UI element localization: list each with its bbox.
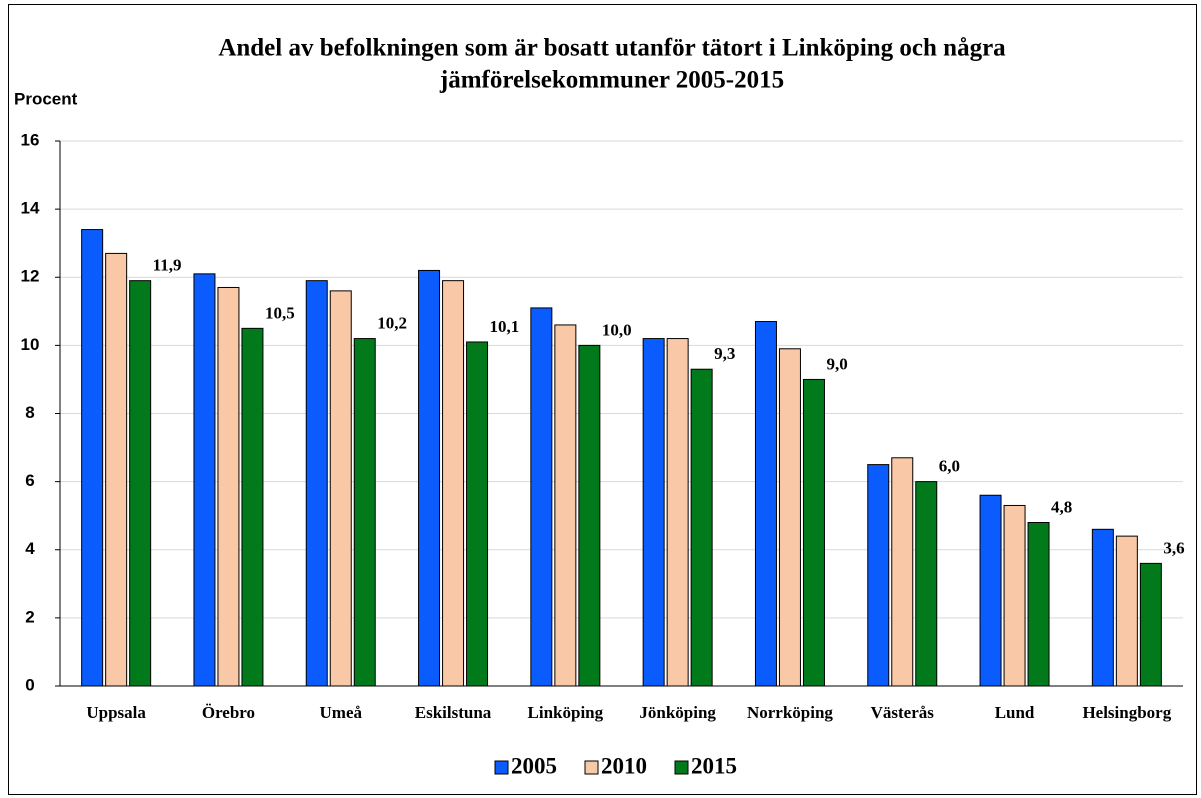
bar	[891, 457, 914, 687]
data-label: 10,5	[265, 303, 295, 322]
y-tick-label: 6	[25, 471, 34, 490]
x-tick-label: Uppsala	[86, 703, 146, 722]
y-axis-label: Procent	[14, 89, 78, 108]
data-label: 11,9	[153, 256, 182, 275]
y-tick-label: 2	[25, 607, 34, 626]
legend-swatch	[494, 760, 509, 775]
legend-label: 2015	[691, 753, 737, 778]
bar	[217, 286, 240, 687]
legend-label: 2005	[511, 753, 557, 778]
bar	[466, 341, 489, 687]
bar	[530, 307, 553, 687]
y-tick-label: 16	[21, 130, 40, 149]
legend-label: 2010	[601, 753, 647, 778]
data-label: 9,0	[826, 354, 847, 373]
x-tick-label: Norrköping	[747, 703, 833, 722]
data-label: 10,0	[602, 320, 632, 339]
bar	[690, 368, 713, 687]
x-tick-label: Eskilstuna	[415, 703, 492, 722]
data-label: 10,2	[377, 313, 407, 332]
x-tick-label: Lund	[995, 703, 1035, 722]
bar	[778, 348, 801, 687]
bar	[1003, 504, 1026, 687]
bar	[578, 344, 601, 687]
bar	[418, 269, 441, 687]
bar	[1115, 535, 1138, 687]
data-label: 4,8	[1051, 497, 1072, 516]
legend-swatch	[674, 760, 689, 775]
y-tick-label: 8	[25, 403, 34, 422]
chart-title: Andel av befolkningen som är bosatt utan…	[218, 35, 1006, 62]
y-tick-label: 4	[25, 539, 35, 558]
x-tick-label: Västerås	[871, 703, 935, 722]
data-label: 3,6	[1163, 538, 1184, 557]
y-tick-label: 0	[25, 675, 34, 694]
bar	[129, 280, 152, 687]
data-label: 9,3	[714, 344, 735, 363]
bar	[666, 338, 689, 687]
chart-title: jämförelsekommuner 2005-2015	[439, 67, 784, 94]
bar	[81, 229, 104, 687]
bar	[1027, 522, 1050, 687]
bar	[329, 290, 352, 687]
data-label: 6,0	[939, 457, 960, 476]
y-tick-label: 12	[21, 267, 40, 286]
x-tick-label: Umeå	[320, 703, 363, 722]
x-tick-label: Helsingborg	[1082, 703, 1171, 722]
bar	[241, 327, 264, 687]
bar	[867, 464, 890, 687]
x-tick-label: Linköping	[528, 703, 604, 722]
x-tick-label: Örebro	[202, 703, 255, 722]
legend-swatch	[584, 760, 599, 775]
bar	[754, 321, 777, 687]
bar	[193, 273, 216, 687]
bar	[802, 378, 825, 687]
bar	[442, 280, 465, 687]
bar	[915, 481, 938, 687]
bar	[1091, 528, 1114, 687]
data-label: 10,1	[490, 317, 520, 336]
y-tick-label: 10	[21, 335, 40, 354]
bar	[642, 338, 665, 687]
bar	[554, 324, 577, 687]
x-tick-label: Jönköping	[639, 703, 716, 722]
y-tick-label: 14	[21, 199, 40, 218]
bar	[353, 338, 376, 687]
bar	[979, 494, 1002, 687]
bar	[305, 280, 328, 687]
bar	[1139, 562, 1162, 687]
bar	[105, 252, 128, 687]
